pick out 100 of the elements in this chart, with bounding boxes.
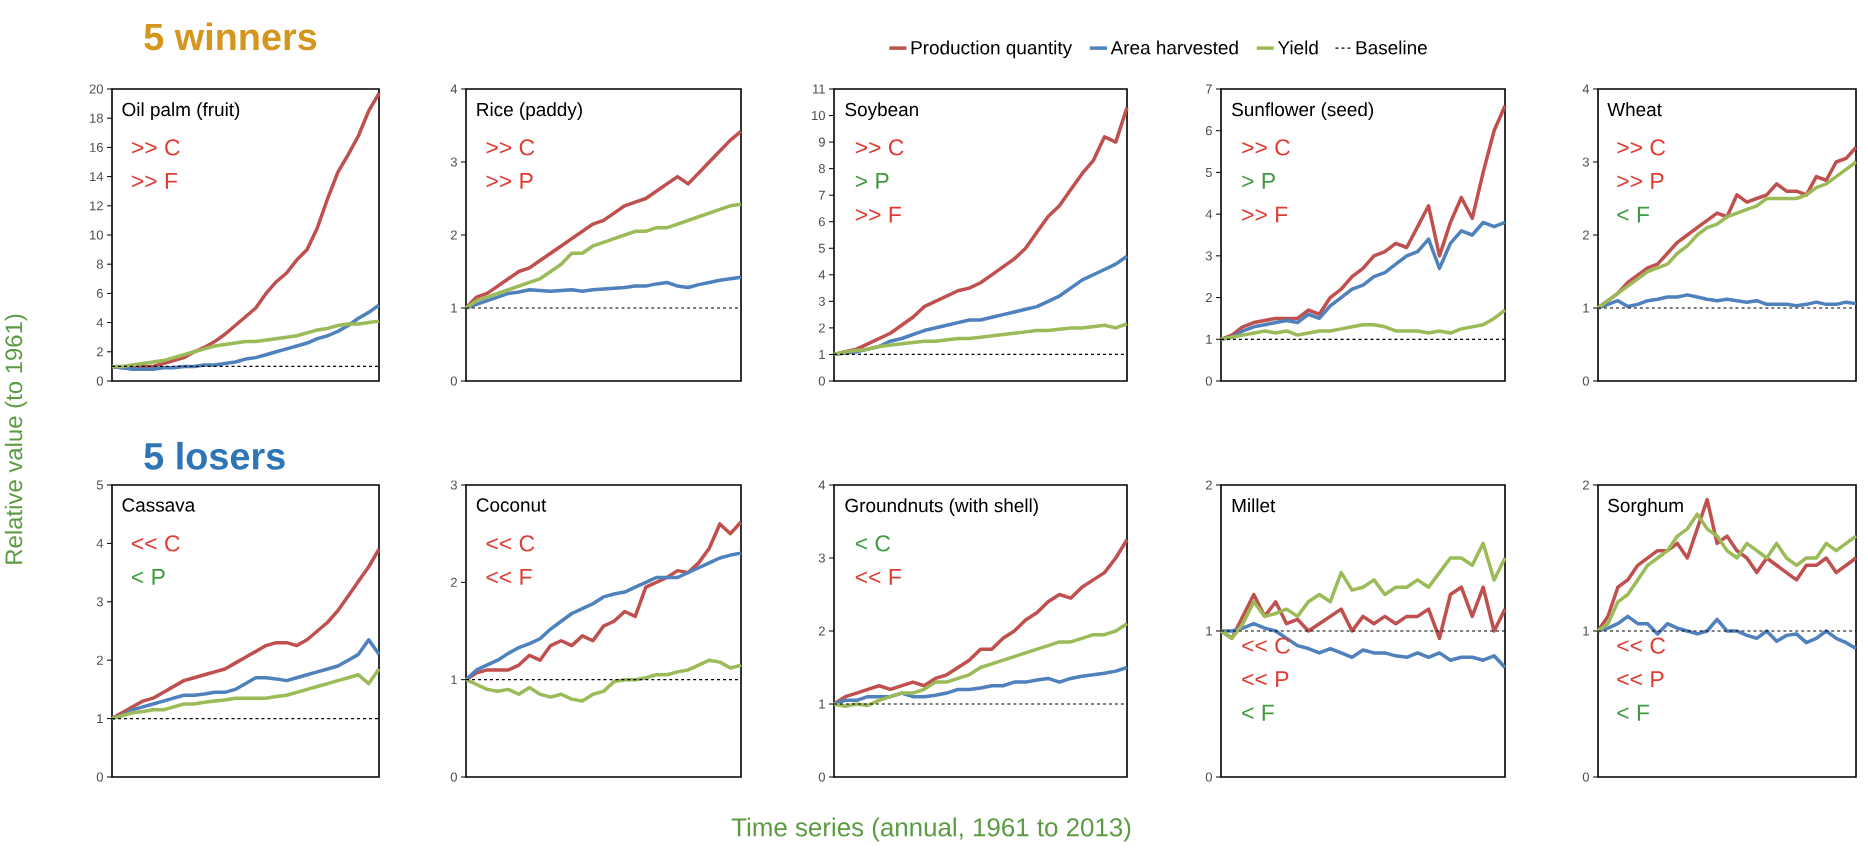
- y-tick-label: 4: [96, 318, 104, 328]
- y-tick-label: 14: [90, 172, 104, 182]
- y-tick-label: 0: [450, 376, 457, 386]
- annotation: << C: [1242, 637, 1290, 654]
- annotation: >> C: [855, 139, 904, 156]
- annotation: >> P: [1617, 173, 1664, 189]
- annotation: >> C: [486, 139, 535, 156]
- y-tick-label: 4: [1582, 84, 1590, 94]
- y-tick-label: 12: [90, 201, 103, 211]
- y-tick-label: 2: [1582, 230, 1589, 240]
- annotation: << F: [486, 569, 532, 585]
- y-tick-label: 5: [1205, 167, 1212, 177]
- y-tick-label: 4: [818, 480, 826, 490]
- y-tick-label: 2: [1582, 480, 1589, 490]
- y-tick-label: 5: [818, 243, 825, 253]
- annotation: > P: [855, 173, 889, 189]
- text: Oil palm (fruit): [122, 102, 240, 120]
- y-tick-label: 8: [818, 164, 825, 174]
- annotation: << P: [1617, 671, 1664, 688]
- y-tick-label: 6: [1205, 126, 1212, 136]
- y-tick-label: 0: [1205, 772, 1212, 782]
- y-tick-label: 4: [96, 538, 104, 548]
- text: Groundnuts (with shell): [845, 498, 1038, 516]
- y-tick-label: 3: [96, 597, 103, 607]
- annotation: < P: [132, 569, 165, 585]
- annotation: << C: [132, 535, 180, 552]
- text: Sunflower (seed): [1232, 102, 1374, 120]
- y-tick-label: 4: [450, 84, 458, 94]
- legend-label: Production quantity: [911, 40, 1073, 59]
- y-tick-label: 10: [90, 230, 103, 240]
- annotation: << F: [855, 569, 901, 585]
- y-tick-label: 16: [90, 142, 103, 152]
- annotation: << C: [486, 535, 535, 552]
- y-tick-label: 18: [90, 113, 103, 123]
- y-tick-label: 6: [96, 288, 103, 298]
- annotation: >> C: [132, 139, 180, 156]
- y-tick-label: 0: [96, 772, 103, 782]
- y-tick-label: 0: [96, 376, 103, 386]
- y-tick-label: 2: [96, 655, 103, 665]
- y-tick-label: 3: [1582, 157, 1589, 167]
- y-tick-label: 2: [450, 230, 457, 240]
- annotation: << P: [1242, 671, 1289, 688]
- annotation: >> F: [1242, 206, 1288, 223]
- y-tick-label: 0: [818, 772, 825, 782]
- y-tick-label: 3: [818, 553, 825, 563]
- text: Sorghum: [1608, 498, 1683, 516]
- y-tick-label: 0: [818, 376, 825, 386]
- y-tick-label: 0: [1582, 376, 1589, 386]
- annotation: < C: [855, 535, 891, 552]
- y-tick-label: 1: [97, 714, 103, 724]
- y-tick-label: 0: [450, 772, 457, 782]
- text: Millet: [1232, 498, 1276, 513]
- y-tick-label: 1: [1583, 626, 1589, 636]
- y-tick-label: 2: [1205, 293, 1212, 303]
- y-tick-label: 3: [450, 480, 457, 490]
- y-tick-label: 20: [89, 84, 103, 94]
- text: Wheat: [1607, 102, 1662, 117]
- y-tick-label: 0: [1582, 772, 1589, 782]
- y-tick-label: 2: [450, 577, 457, 587]
- y-tick-label: 2: [818, 323, 825, 333]
- annotation: >> C: [1242, 139, 1290, 156]
- annotation: >> C: [1617, 139, 1666, 156]
- annotation: >> F: [855, 206, 901, 223]
- annotation: > P: [1242, 173, 1275, 189]
- y-tick-label: 4: [1205, 209, 1213, 219]
- annotation: < F: [1617, 206, 1650, 223]
- annotation: < F: [1617, 704, 1650, 721]
- y-tick-label: 10: [812, 110, 825, 121]
- text: Coconut: [476, 498, 547, 512]
- y-tick-label: 2: [1205, 480, 1212, 490]
- legend-label: Yield: [1277, 40, 1318, 55]
- annotation: << C: [1617, 637, 1666, 654]
- chart-subtitle: 5 winners: [144, 22, 317, 51]
- y-tick-label: 7: [1205, 84, 1212, 94]
- y-tick-label: 3: [1205, 251, 1212, 261]
- y-tick-label: 3: [818, 296, 825, 306]
- line-series: [464, 658, 743, 703]
- annotation: >> P: [486, 173, 533, 189]
- y-tick-label: 5: [96, 480, 103, 490]
- y-axis-title: Relative value (to 1961): [4, 314, 28, 564]
- y-tick-label: 1: [451, 675, 457, 685]
- y-tick-label: 1: [819, 350, 825, 359]
- text: Cassava: [122, 498, 196, 512]
- text: Rice (paddy): [477, 102, 582, 120]
- annotation: >> F: [132, 173, 178, 189]
- y-tick-label: 1: [1206, 334, 1212, 344]
- legend-label: Area harvested: [1110, 40, 1238, 55]
- y-tick-label: 0: [1205, 376, 1212, 386]
- annotation: < F: [1242, 704, 1274, 721]
- y-tick-label: 1: [1583, 303, 1589, 313]
- text: Soybean: [845, 102, 918, 120]
- y-tick-label: 7: [818, 190, 825, 200]
- y-tick-label: 3: [450, 157, 457, 167]
- y-tick-label: 1: [1206, 626, 1212, 636]
- y-tick-label: 1: [451, 303, 457, 313]
- chart-subtitle: 5 losers: [144, 441, 285, 470]
- y-tick-label: 11: [813, 84, 825, 94]
- y-tick-label: 2: [96, 347, 103, 357]
- y-tick-label: 9: [818, 137, 825, 147]
- y-tick-label: 8: [96, 259, 103, 269]
